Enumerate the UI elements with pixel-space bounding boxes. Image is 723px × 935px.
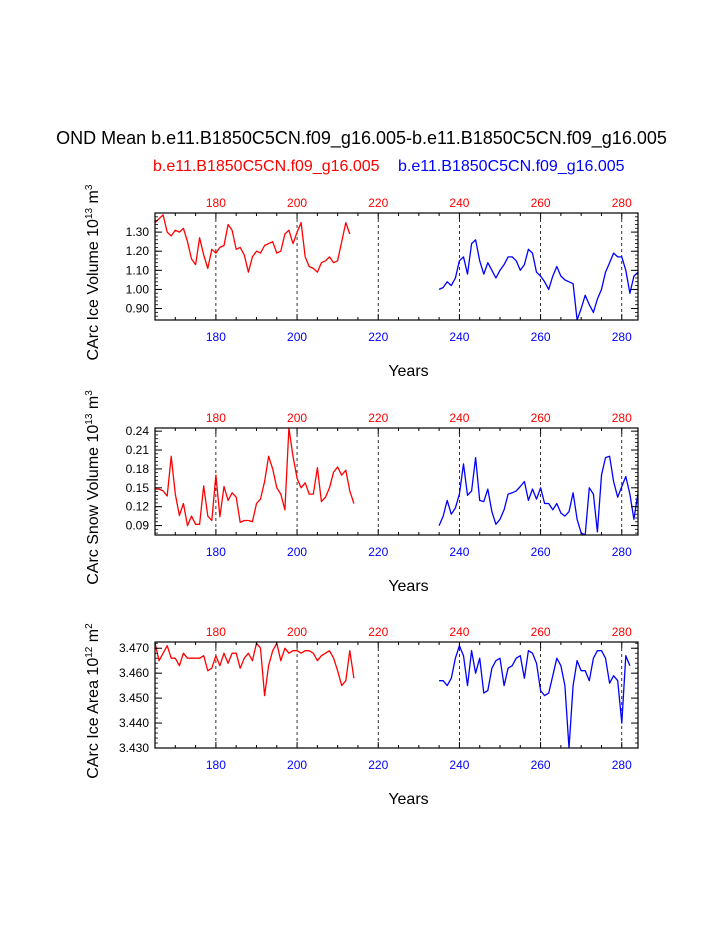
top-tick-label: 220 [368, 411, 388, 425]
y-tick-label: 3.470 [119, 641, 149, 655]
bottom-tick-label: 260 [531, 758, 551, 772]
clip-top [95, 403, 698, 428]
series-line-right [438, 239, 639, 321]
clip-right [638, 211, 668, 322]
chart-title: OND Mean b.e11.B1850C5CN.f09_g16.005-b.e… [56, 128, 667, 148]
top-tick-label: 280 [612, 196, 632, 210]
bottom-tick-label: 260 [531, 545, 551, 559]
y-tick-label: 0.24 [126, 424, 150, 438]
y-tick-label: 3.430 [119, 741, 149, 755]
bottom-tick-label: 260 [531, 330, 551, 344]
bottom-tick-label: 280 [612, 330, 632, 344]
clip-bottom [95, 748, 698, 766]
plot-frame [154, 641, 639, 749]
x-axis-label: Years [388, 578, 428, 595]
y-tick-label: 0.09 [126, 519, 150, 533]
top-tick-label: 240 [449, 411, 469, 425]
y-tick-label: 0.18 [126, 462, 150, 476]
y-tick-label: 1.30 [126, 225, 150, 239]
chart-snow-volume: 180 180 200 200 220 220 240 240 260 260 280 280 0.09… [84, 390, 698, 595]
series-line-left [154, 642, 355, 697]
bottom-tick-label: 240 [449, 330, 469, 344]
bottom-tick-label: 220 [368, 545, 388, 559]
y-tick-label: 0.90 [126, 302, 150, 316]
bottom-tick-label: 280 [612, 545, 632, 559]
x-axis-label: Years [388, 363, 428, 380]
case-label-right: b.e11.B1850C5CN.f09_g16.005 [398, 158, 625, 175]
series-line-right [438, 455, 643, 536]
bottom-tick-label: 200 [287, 758, 307, 772]
series-line-left [154, 214, 351, 273]
plot-frame [154, 427, 639, 536]
y-tick-label: 1.00 [126, 282, 150, 296]
bottom-tick-label: 220 [368, 758, 388, 772]
bottom-tick-label: 200 [287, 545, 307, 559]
top-tick-label: 180 [206, 196, 226, 210]
y-axis-label: CArc Ice Volume 1013 m3 [84, 184, 102, 360]
x-axis-label: Years [388, 791, 428, 808]
series-line-right [439, 645, 631, 749]
bottom-tick-label: 180 [206, 758, 226, 772]
y-axis-label: CArc Ice Area 1012 m2 [84, 623, 102, 779]
top-tick-label: 240 [449, 196, 469, 210]
y-tick-label: 1.10 [126, 263, 150, 277]
bottom-tick-label: 180 [206, 545, 226, 559]
y-tick-label: 0.21 [126, 443, 150, 457]
top-tick-label: 240 [449, 625, 469, 639]
clip-top [95, 617, 698, 642]
clip-right [638, 640, 668, 750]
chart-ice-area: 180 180 200 200 220 220 240 240 260 260 280 280 3.43… [84, 617, 698, 808]
chart-ice-volume: 180 180 200 200 220 220 240 240 260 260 280 280 0.90… [84, 184, 698, 380]
top-tick-label: 280 [612, 411, 632, 425]
top-tick-label: 280 [612, 625, 632, 639]
clip-bottom [95, 320, 698, 338]
top-tick-label: 200 [287, 196, 307, 210]
bottom-tick-label: 220 [368, 330, 388, 344]
series-line-left [155, 427, 355, 527]
top-tick-label: 180 [206, 625, 226, 639]
top-tick-label: 220 [368, 625, 388, 639]
bottom-tick-label: 280 [612, 758, 632, 772]
y-tick-label: 3.440 [119, 716, 149, 730]
case-label-left: b.e11.B1850C5CN.f09_g16.005 [153, 158, 380, 175]
top-tick-label: 260 [531, 411, 551, 425]
y-tick-label: 0.15 [126, 481, 150, 495]
top-tick-label: 200 [287, 625, 307, 639]
top-tick-label: 220 [368, 196, 388, 210]
y-tick-label: 3.450 [119, 691, 149, 705]
top-tick-label: 260 [531, 196, 551, 210]
bottom-tick-label: 240 [449, 758, 469, 772]
clip-right [638, 426, 668, 537]
y-tick-label: 1.20 [126, 244, 150, 258]
clip-top [95, 188, 698, 213]
clip-bottom [95, 535, 698, 553]
y-tick-label: 0.12 [126, 500, 150, 514]
y-tick-label: 3.460 [119, 666, 149, 680]
y-axis-label: CArc Snow Volume 1013 m3 [84, 390, 102, 585]
bottom-tick-label: 180 [206, 330, 226, 344]
top-tick-label: 260 [531, 625, 551, 639]
bottom-tick-label: 240 [449, 545, 469, 559]
top-tick-label: 180 [206, 411, 226, 425]
top-tick-label: 200 [287, 411, 307, 425]
bottom-tick-label: 200 [287, 330, 307, 344]
